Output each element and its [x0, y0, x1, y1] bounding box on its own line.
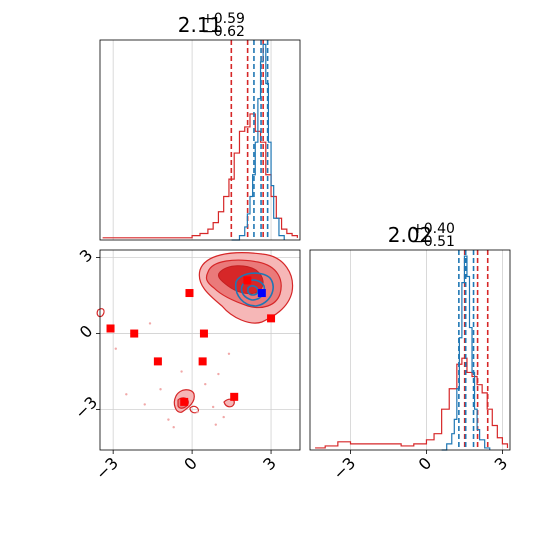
red-marker — [185, 289, 194, 298]
scatter-sample-point — [227, 352, 231, 355]
bottom-right-title-value: 2.02 — [388, 223, 433, 247]
bottom-left-2d-panel: −3 −3 0 0 3 3 — [71, 245, 301, 484]
scatter-sample-point — [143, 403, 146, 406]
scatter-sample-point — [196, 410, 199, 414]
bottom-left-xtick-label: 3 — [259, 453, 280, 474]
bottom-right-title-minus: −0.51 — [412, 234, 455, 250]
bottom-right-marginal-panel: −3 0 3 2.02 +0.40 −0.51 — [309, 221, 511, 484]
red-marker — [230, 392, 239, 401]
red-contour-island-5 — [96, 308, 105, 318]
bottom-right-xtick-label: 3 — [491, 453, 512, 474]
bottom-left-xtick-label: 0 — [180, 453, 201, 474]
red-contour-island-4 — [223, 398, 235, 408]
top-left-frame — [99, 39, 301, 241]
bottom-left-ytick-label: −3 — [71, 393, 101, 423]
red-marker — [153, 357, 162, 366]
top-left-histograms — [102, 40, 298, 241]
bottom-right-title: 2.02 — [388, 223, 433, 247]
red-marker — [180, 397, 189, 406]
top-left-marginal-panel: 2.11 +0.59 −0.62 — [99, 11, 301, 241]
red-density-contours — [96, 252, 294, 414]
red-marker — [243, 276, 252, 285]
red-marker — [198, 357, 207, 366]
red-marker — [267, 314, 276, 323]
scatter-sample-point — [217, 372, 220, 376]
scatter-sample-point — [214, 423, 217, 426]
scatter-sample-point — [204, 382, 207, 386]
red-histogram — [315, 357, 509, 449]
top-left-grid — [112, 40, 272, 240]
bottom-right-xtick-label: −3 — [329, 453, 359, 483]
top-left-title-value: 2.11 — [178, 13, 223, 37]
bottom-right-title-plus: +0.40 — [412, 221, 455, 237]
blue-contour-outer — [234, 272, 274, 307]
scatter-sample-point — [167, 418, 170, 421]
bottom-right-ticks: −3 0 3 — [329, 450, 511, 484]
bottom-right-xtick-label: 0 — [415, 453, 436, 474]
scatter-sample-point — [148, 322, 152, 325]
scatter-sample-point — [211, 405, 215, 409]
bottom-left-ytick-label: 3 — [76, 245, 97, 266]
scatter-sample-point — [125, 393, 128, 396]
scatter-sample-point — [172, 426, 175, 429]
red-marker — [106, 324, 115, 333]
scatter-sample-point — [159, 388, 162, 391]
top-left-title-minus: −0.62 — [202, 24, 245, 40]
bottom-left-xtick-label: −3 — [92, 453, 122, 483]
bottom-left-ytick-label: 0 — [76, 321, 97, 342]
blue-histogram — [441, 255, 491, 451]
red-marker — [199, 329, 208, 338]
top-left-title: 2.11 — [178, 13, 223, 37]
red-marker — [130, 329, 139, 338]
scatter-sample-point — [180, 370, 183, 373]
top-left-title-plus: +0.59 — [202, 11, 245, 27]
scatter-sample-point — [114, 347, 117, 350]
bottom-left-grid — [100, 250, 300, 450]
blue-marker — [257, 289, 266, 298]
scatter-sample-point — [222, 415, 225, 419]
bottom-left-frame — [99, 249, 301, 451]
bottom-right-frame — [309, 249, 511, 451]
bottom-left-markers — [106, 276, 276, 429]
bottom-right-grid — [350, 250, 503, 450]
bottom-right-histograms — [315, 250, 509, 451]
